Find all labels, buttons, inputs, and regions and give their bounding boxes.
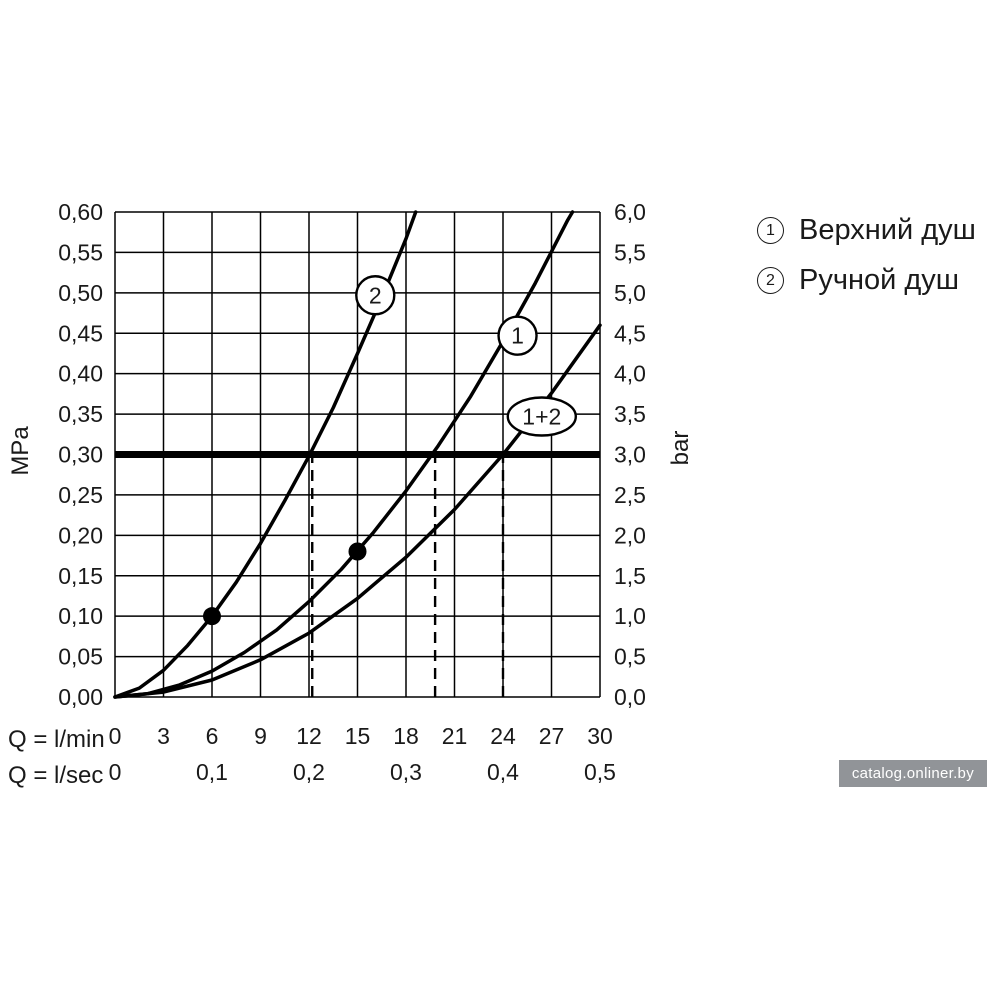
x-tick-lsec: 0 [109, 759, 122, 785]
legend-circled-number-2: 2 [757, 267, 784, 294]
y-tick-left: 0,25 [58, 482, 103, 508]
x-axis-label-lmin: Q = l/min [8, 726, 105, 753]
y-tick-left: 0,35 [58, 401, 103, 427]
y-tick-right: 4,5 [614, 320, 646, 346]
x-tick-lmin: 30 [587, 723, 613, 749]
x-tick-lmin: 12 [296, 723, 322, 749]
x-tick-lmin: 27 [539, 723, 565, 749]
x-tick-lmin: 18 [393, 723, 419, 749]
x-tick-lmin: 6 [206, 723, 219, 749]
legend-label-overhead-shower: Верхний душ [799, 214, 976, 246]
curve-label-text: 2 [369, 282, 382, 308]
y-tick-left: 0,20 [58, 522, 103, 548]
y-tick-left: 0,40 [58, 361, 103, 387]
y-tick-right: 5,5 [614, 239, 646, 265]
y-tick-right: 3,0 [614, 442, 646, 468]
y-tick-right: 4,0 [614, 361, 646, 387]
y-tick-left: 0,00 [58, 684, 103, 710]
y-tick-right: 3,5 [614, 401, 646, 427]
x-tick-lmin: 24 [490, 723, 516, 749]
y-tick-left: 0,45 [58, 320, 103, 346]
y-axis-label-mpa: MPa [7, 426, 34, 476]
data-point-dot [203, 607, 221, 626]
y-tick-right: 0,0 [614, 684, 646, 710]
x-tick-lsec: 0,4 [487, 759, 519, 785]
legend-item-hand-shower: 2 Ручной душ [757, 264, 976, 297]
x-tick-lsec: 0,5 [584, 759, 616, 785]
y-tick-right: 5,0 [614, 280, 646, 306]
x-tick-lsec: 0,3 [390, 759, 422, 785]
y-tick-right: 6,0 [614, 199, 646, 225]
y-tick-left: 0,15 [58, 563, 103, 589]
y-tick-right: 2,5 [614, 482, 646, 508]
x-tick-lmin: 3 [157, 723, 170, 749]
legend: 1 Верхний душ 2 Ручной душ [757, 214, 976, 314]
y-tick-left: 0,50 [58, 280, 103, 306]
x-tick-lmin: 15 [345, 723, 371, 749]
curve-label-bubble-1 [497, 315, 538, 356]
y-tick-left: 0,60 [58, 199, 103, 225]
y-tick-right: 1,5 [614, 563, 646, 589]
y-tick-left: 0,05 [58, 644, 103, 670]
data-point-dot [348, 542, 367, 561]
y-tick-left: 0,55 [58, 239, 103, 265]
x-tick-lsec: 0,1 [196, 759, 228, 785]
x-axis-label-lsec: Q = l/sec [8, 762, 104, 789]
curve-label-text: 1+2 [522, 404, 561, 430]
y-tick-right: 1,0 [614, 603, 646, 629]
legend-circled-number-1: 1 [757, 217, 784, 244]
legend-label-hand-shower: Ручной душ [799, 264, 960, 296]
watermark: catalog.onliner.by [838, 760, 987, 787]
y-tick-left: 0,30 [58, 442, 103, 468]
y-axis-label-bar: bar [667, 430, 694, 466]
x-tick-lmin: 21 [442, 723, 468, 749]
y-tick-right: 2,0 [614, 522, 646, 548]
curve-1+2 [113, 323, 602, 699]
curve-label-text: 1 [511, 323, 524, 349]
x-tick-lmin: 9 [254, 723, 267, 749]
legend-item-overhead-shower: 1 Верхний душ [757, 214, 976, 247]
curve-label-bubble-1+2 [506, 396, 577, 437]
curve-label-bubble-2 [355, 275, 396, 316]
y-tick-left: 0,10 [58, 603, 103, 629]
x-tick-lsec: 0,2 [293, 759, 325, 785]
y-tick-right: 0,5 [614, 644, 646, 670]
x-tick-lmin: 0 [109, 723, 122, 749]
